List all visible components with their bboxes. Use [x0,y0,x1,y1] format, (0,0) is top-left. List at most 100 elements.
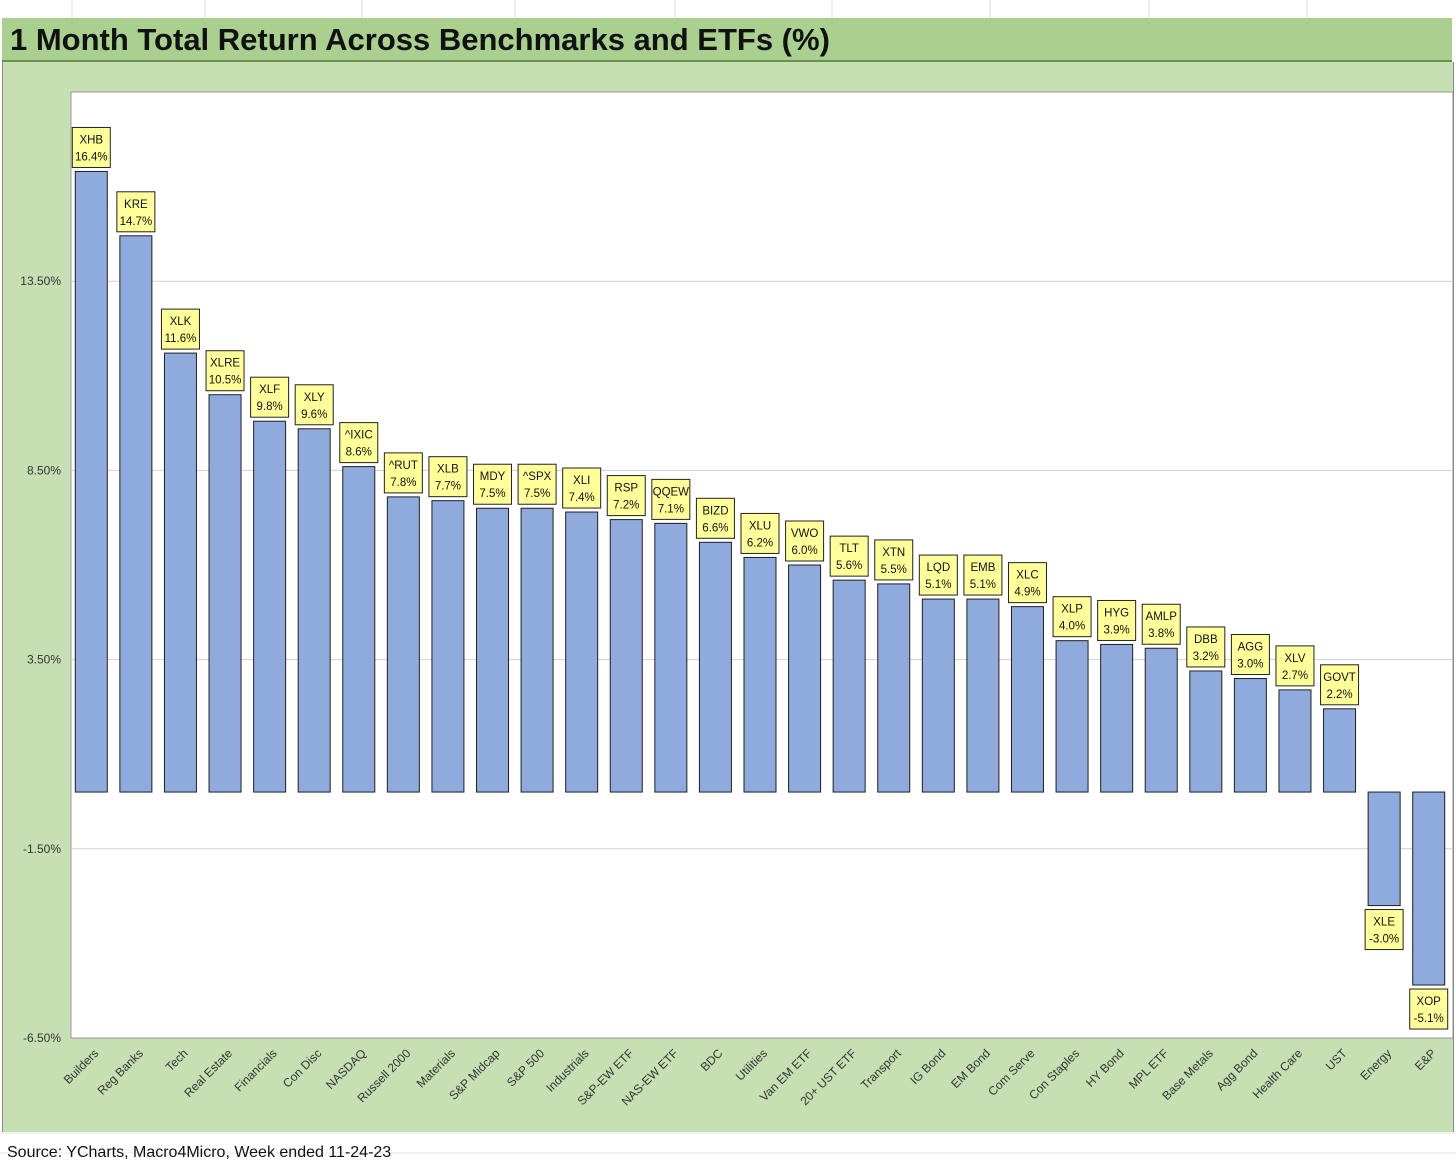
data-label-ticker: AMLP [1146,611,1178,623]
bar-govt [1323,708,1357,793]
data-label-ticker: DBB [1194,634,1218,646]
data-label-box [1230,634,1270,676]
bar-xlk [163,352,197,793]
data-label-box [918,554,958,596]
x-tick-label: Energy [1357,1046,1394,1083]
bar-tlt [832,579,866,793]
data-label-value: 8.6% [346,447,372,459]
data-label-value: 6.2% [747,537,773,549]
data-label-box [517,463,557,505]
data-label-value: 10.5% [209,375,242,387]
bar-vwo [788,564,822,793]
bar-ixic [342,466,376,793]
data-label-value: -5.1% [1414,1013,1444,1025]
x-tick-label: NASDAQ [323,1046,369,1092]
data-label-box [383,452,423,494]
bar-dbb [1189,670,1223,793]
data-label-ticker: XLU [749,520,771,532]
bar-hyg [1100,643,1134,793]
data-label-value: 7.7% [435,481,461,493]
x-tick-label: Materials [414,1046,458,1090]
data-label-box [562,467,602,509]
data-label-ticker: XLC [1016,570,1038,582]
bar-xtn [877,583,911,793]
bar-lqd [921,598,955,793]
data-label-box [874,539,914,581]
data-label-box [963,554,1003,596]
data-label-value: 5.1% [970,579,996,591]
bar-xlf [253,420,287,793]
x-tick-label: Financials [232,1046,280,1094]
data-label-box [785,520,825,562]
bar-xlp [1055,640,1089,793]
data-label-ticker: HYG [1104,607,1129,619]
y-tick-label: 13.50% [20,274,61,288]
data-label-ticker: AGG [1238,642,1264,654]
data-label-box [428,456,468,498]
data-label-box [1409,988,1449,1030]
data-label-value: 5.5% [881,564,907,576]
data-label-ticker: KRE [124,199,148,211]
data-label-value: 3.9% [1104,624,1130,636]
data-label-ticker: ^SPX [523,471,552,483]
x-tick-label: Con Disc [280,1046,324,1090]
bar-xlc [1010,606,1044,793]
bar-xlv [1278,689,1312,793]
data-label-box [1007,562,1047,604]
data-label-box [1320,664,1360,706]
data-label-value: 9.6% [301,409,327,421]
bar-rsp [609,519,643,793]
x-tick-label: E&P [1412,1046,1439,1073]
x-tick-label: IG Bond [907,1046,948,1087]
data-label-box [116,191,156,233]
data-label-value: 11.6% [165,333,197,345]
y-tick-label: 3.50% [27,653,61,667]
data-label-box [695,497,735,539]
data-label-box [205,350,245,392]
data-label-ticker: XHB [79,134,103,146]
data-label-ticker: XLRE [210,358,240,370]
data-label-value: 3.0% [1237,659,1263,671]
data-label-value: 2.7% [1282,670,1308,682]
bar-chart: 13.50% 8.50% 3.50% -1.50% -6.50% XHB 16.4% Buil… [20,91,1453,1108]
data-label-value: 7.1% [658,503,684,515]
data-label-value: 7.5% [479,488,505,500]
data-label-value: 7.5% [524,488,550,500]
data-label-value: 9.8% [257,401,283,413]
data-label-value: 2.2% [1326,689,1352,701]
bar-bizd [698,541,732,793]
data-label-ticker: XLP [1061,604,1083,616]
data-label-box [71,126,111,168]
x-tick-label: Agg Bond [1213,1046,1260,1093]
data-label-ticker: XLF [259,384,280,396]
data-label-ticker: XLY [304,392,325,404]
x-tick-label: S&P 500 [504,1046,547,1089]
chart-title: 1 Month Total Return Across Benchmarks a… [10,22,830,57]
data-label-value: 6.6% [702,522,728,534]
bar-xlu [743,556,777,793]
data-label-box [250,376,290,418]
bar-xle [1367,791,1401,907]
data-label-value: 7.2% [613,500,639,512]
data-label-ticker: XLB [437,464,459,476]
data-label-box [1141,603,1181,645]
x-tick-label: Utilities [733,1046,770,1083]
bar-spx [520,507,554,793]
data-label-box [1097,599,1137,641]
x-tick-label: MPL ETF [1126,1046,1171,1091]
bar-mdy [476,507,510,793]
y-tick-label: 8.50% [27,463,61,477]
data-label-value: 7.4% [569,492,595,504]
data-label-value: 3.8% [1148,628,1174,640]
bar-xlb [431,500,465,793]
data-label-value: 16.4% [75,151,108,163]
data-label-box [473,463,513,505]
data-label-ticker: LQD [926,562,950,574]
x-tick-label: UST [1323,1046,1350,1073]
x-tick-label: Builders [61,1046,102,1087]
bar-xly [297,428,331,793]
data-label-ticker: QQEW [653,486,690,498]
data-label-ticker: XLV [1285,653,1306,665]
data-label-box [1364,909,1404,951]
